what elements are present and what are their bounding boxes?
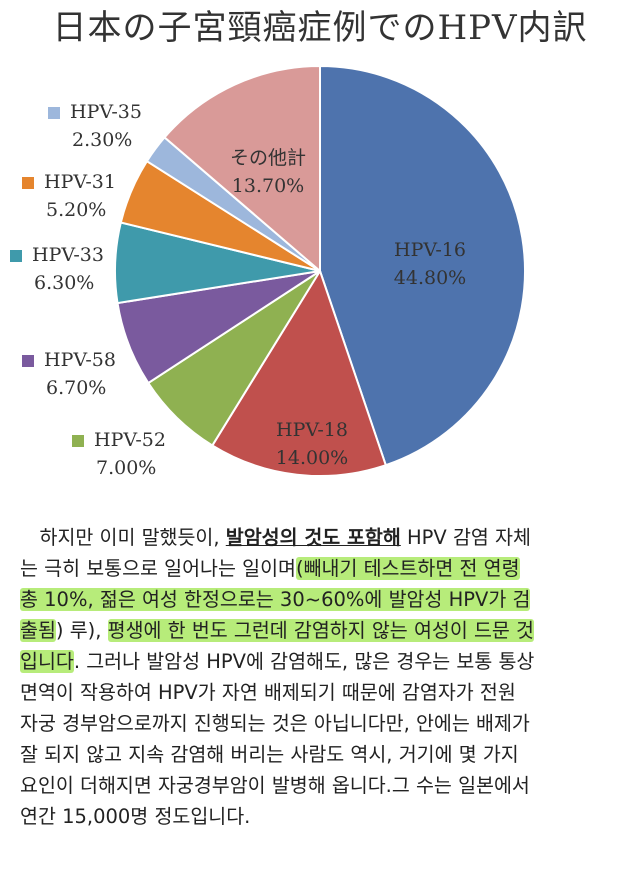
pie-slices — [114, 64, 526, 477]
legend-swatch — [48, 107, 60, 119]
legend-label: HPV-52 — [94, 429, 166, 451]
legend-label: HPV-33 — [32, 244, 104, 266]
legend-label: HPV-58 — [44, 349, 116, 371]
text-line-8: 잘 되지 않고 지속 감염해 버리는 사람도 역시, 거기에 몇 가지 — [20, 743, 519, 766]
legend-label: HPV-35 — [70, 101, 142, 123]
pie-slice-other — [163, 64, 321, 274]
pie-chart: HPV-16 44.80% HPV-18 14.00% その他計 13.70% HPV-5… — [10, 64, 526, 479]
pie-slice-labels: HPV-16 44.80% HPV-18 14.00% その他計 13.70% — [230, 147, 466, 469]
highlighted-text: 출됨 — [20, 619, 56, 642]
text-line-7: 자궁 경부암으로까지 진행되는 것은 아닙니다만, 안에는 배제가 — [20, 712, 530, 735]
text-line-1: 하지만 이미 말했듯이, 발암성의 것도 포함해 HPV 감염 자체 — [20, 522, 626, 553]
text-segment: 하지만 이미 말했듯이, — [39, 526, 226, 549]
highlighted-text: 총 10%, 젊은 여성 한정으로는 30~60%에 발암성 HPV가 검 — [20, 588, 531, 611]
pie-legend: HPV-52 7.00% HPV-58 6.70% HPV-33 6.30% HPV-31 5… — [10, 101, 166, 479]
legend-swatch — [22, 355, 34, 367]
legend-value: 5.20% — [46, 199, 106, 221]
slice-value-label: 13.70% — [232, 175, 304, 197]
text-segment: ) 루), — [55, 619, 108, 642]
article-text: 하지만 이미 말했듯이, 발암성의 것도 포함해 HPV 감염 자체 는 극히 … — [20, 522, 626, 832]
pie-slice-hpv-16 — [319, 64, 526, 467]
text-line-6: 면역이 작용하여 HPV가 자연 배제되기 때문에 감염자가 전원 — [20, 681, 516, 704]
text-segment: . 그러나 발암성 HPV에 감염해도, 많은 경우는 보통 통상 — [73, 650, 535, 673]
slice-name-label: HPV-16 — [394, 239, 466, 261]
highlighted-text: 평생에 한 번도 그런데 감염하지 않는 여성이 드문 것 — [107, 619, 534, 642]
slice-value-label: 14.00% — [276, 447, 348, 469]
text-line-2: 는 극히 보통으로 일어나는 일이며(빼내기 테스트하면 전 연령 — [20, 553, 626, 584]
text-line-5: 입니다. 그러나 발암성 HPV에 감염해도, 많은 경우는 보통 통상 — [20, 646, 626, 677]
emphasis-text: 발암성의 것도 포함해 — [225, 526, 401, 549]
legend-label: HPV-31 — [44, 171, 116, 193]
chart-title: 日本の子宮頸癌症例でのHPV内訳 — [52, 8, 588, 48]
text-segment: HPV 감염 자체 — [400, 526, 531, 549]
legend-value: 6.30% — [34, 272, 94, 294]
highlighted-text: 입니다 — [20, 650, 74, 673]
legend-value: 2.30% — [72, 129, 132, 151]
text-segment: 는 극히 보통으로 일어나는 일이며 — [20, 557, 296, 580]
text-line-10: 연간 15,000명 정도입니다. — [20, 805, 251, 828]
highlighted-text: (빼내기 테스트하면 전 연령 — [295, 557, 520, 580]
legend-value: 7.00% — [96, 457, 156, 479]
slice-name-label: HPV-18 — [276, 419, 348, 441]
text-line-3: 총 10%, 젊은 여성 한정으로는 30~60%에 발암성 HPV가 검 — [20, 584, 626, 615]
legend-value: 6.70% — [46, 377, 106, 399]
text-line-9: 요인이 더해지면 자궁경부암이 발병해 옵니다.그 수는 일본에서 — [20, 774, 530, 797]
legend-swatch — [72, 435, 84, 447]
slice-name-label: その他計 — [230, 147, 306, 169]
slice-value-label: 44.80% — [394, 267, 466, 289]
legend-swatch — [10, 250, 22, 262]
text-line-4: 출됨) 루), 평생에 한 번도 그런데 감염하지 않는 여성이 드문 것 — [20, 615, 626, 646]
pie-slice-hpv-18 — [210, 268, 388, 477]
legend-swatch — [22, 177, 34, 189]
